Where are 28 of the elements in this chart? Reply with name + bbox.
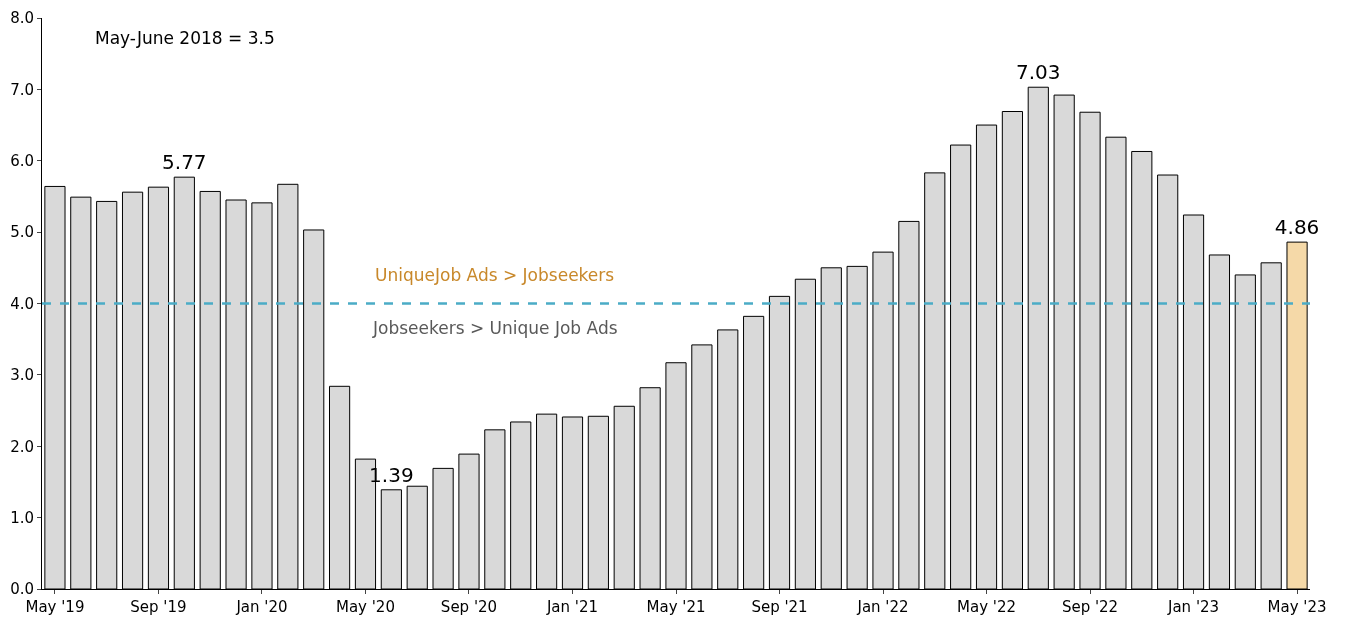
x-tick-label: May '19 bbox=[25, 598, 85, 616]
y-tick-label: 3.0 bbox=[10, 366, 34, 385]
y-tick-label: 4.0 bbox=[10, 294, 34, 313]
x-tick-label: Sep '21 bbox=[751, 598, 808, 616]
y-tick-label: 2.0 bbox=[10, 437, 34, 456]
x-tick-label: May '23 bbox=[1267, 598, 1327, 616]
x-tick-label: Sep '20 bbox=[440, 598, 498, 616]
data-label: 5.77 bbox=[162, 150, 207, 175]
y-tick-label: 7.0 bbox=[10, 80, 34, 99]
x-tick-label: Jan '23 bbox=[1167, 598, 1220, 616]
x-tick-label: Jan '22 bbox=[856, 598, 909, 616]
data-label: 4.86 bbox=[1274, 215, 1320, 240]
y-tick-label: 6.0 bbox=[10, 152, 34, 170]
x-tick-label: Sep '19 bbox=[130, 598, 187, 616]
annotation: Jobseekers > Unique Job Ads bbox=[372, 318, 618, 338]
annotation: May-June 2018 = 3.5 bbox=[95, 28, 275, 48]
x-tick-label: May '22 bbox=[957, 598, 1017, 616]
x-tick-label: Jan '20 bbox=[235, 598, 288, 616]
data-label: 7.03 bbox=[1016, 60, 1061, 85]
x-tick-label: Sep '22 bbox=[1061, 598, 1119, 616]
y-tick-label: 1.0 bbox=[10, 508, 34, 527]
x-tick-label: Jan '21 bbox=[545, 598, 599, 616]
annotation: UniqueJob Ads > Jobseekers bbox=[375, 265, 615, 285]
y-tick-label: 5.0 bbox=[10, 223, 34, 242]
x-tick-label: May '20 bbox=[335, 598, 395, 616]
x-tick-label: May '21 bbox=[646, 598, 706, 616]
y-tick-label: 8.0 bbox=[10, 9, 34, 28]
y-tick-label: 0.0 bbox=[10, 580, 34, 599]
